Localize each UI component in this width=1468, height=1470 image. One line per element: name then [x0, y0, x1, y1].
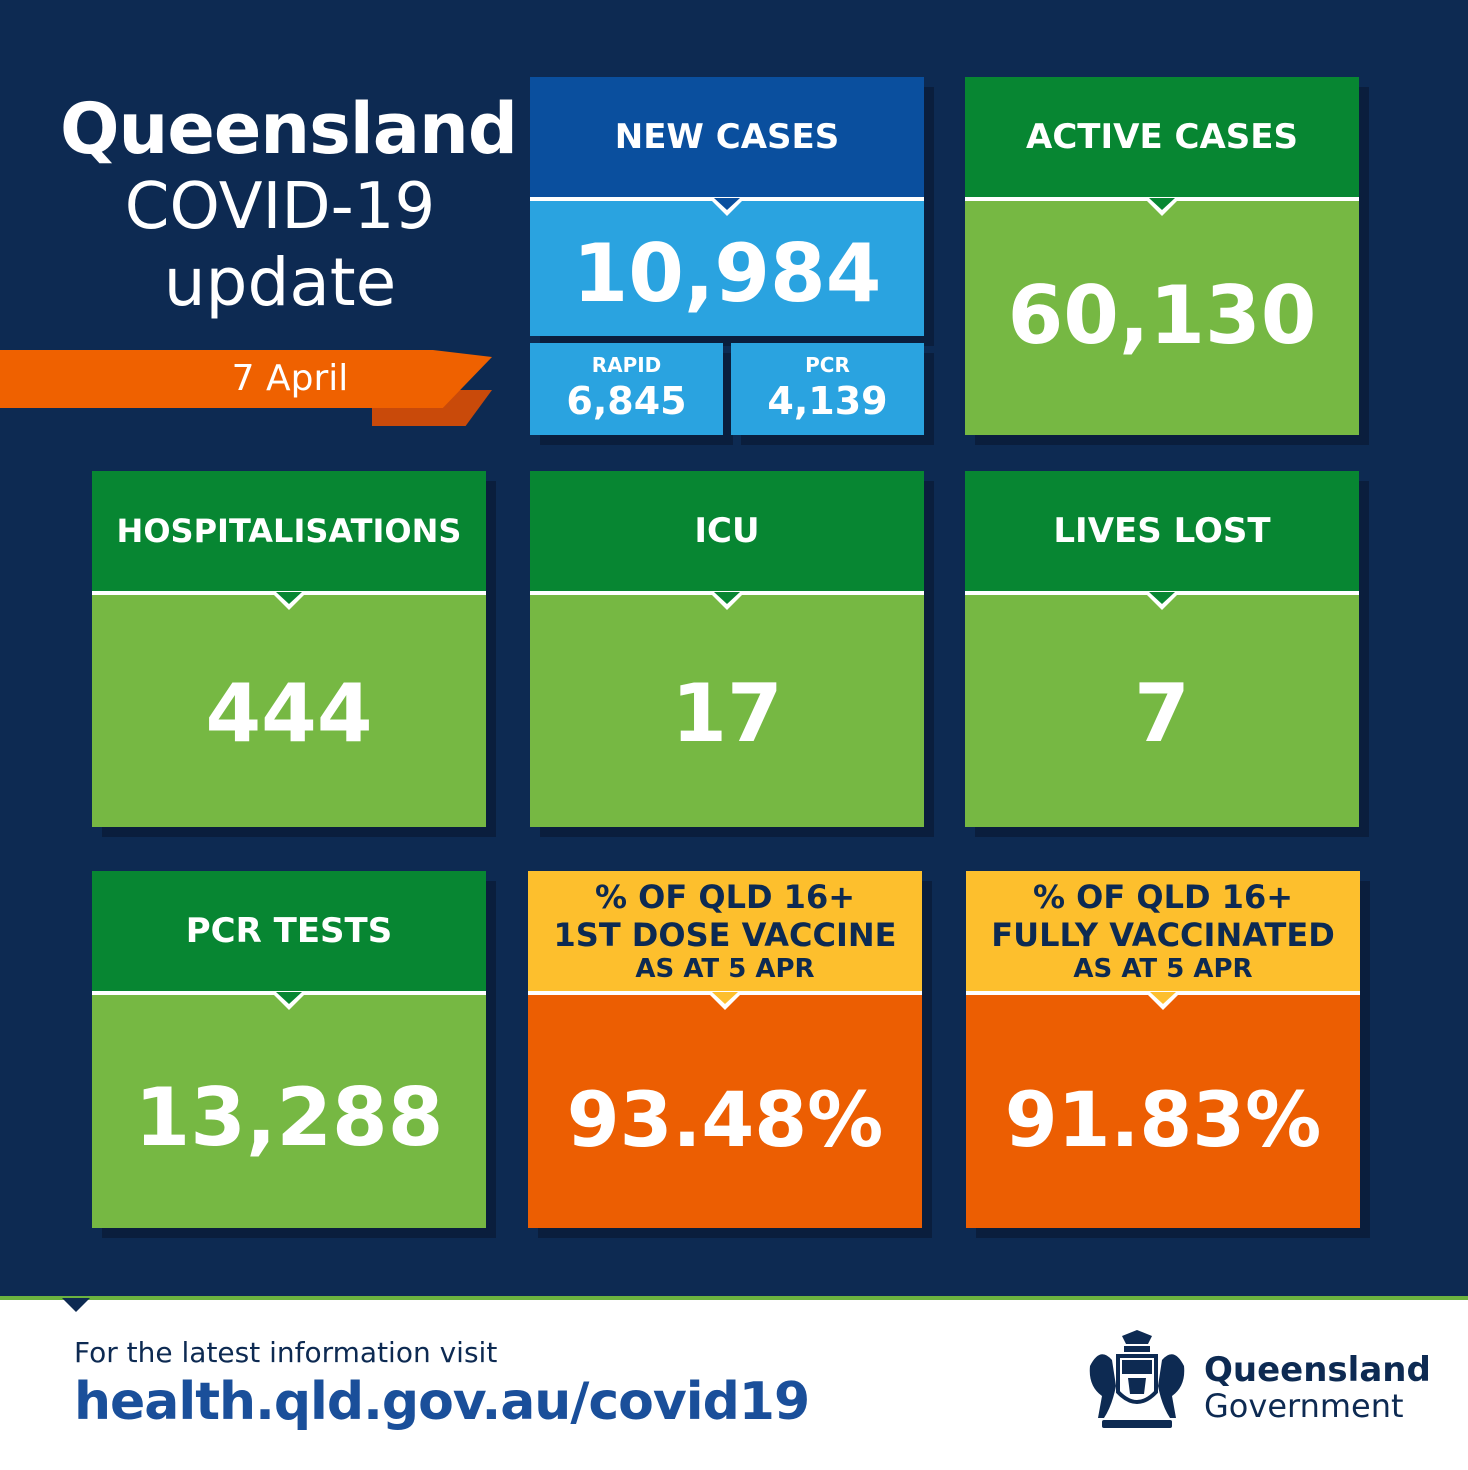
icu-header: ICU [530, 471, 924, 591]
footer-url-link[interactable]: health.qld.gov.au/covid19 [74, 1372, 810, 1432]
logo-line2: Government [1204, 1387, 1404, 1425]
qld-government-logo-text: Queensland Government [1204, 1352, 1431, 1424]
first-dose-line3: AS AT 5 APR [635, 954, 815, 984]
title-line2: COVID-19 [124, 170, 436, 244]
down-arrow-icon [709, 592, 745, 610]
rapid-tile: RAPID 6,845 [530, 343, 723, 435]
date-ribbon [0, 350, 492, 408]
fully-vaccinated-tile: % OF QLD 16+ FULLY VACCINATED AS AT 5 AP… [966, 871, 1360, 1228]
pcr-tile: PCR 4,139 [731, 343, 924, 435]
first-dose-tile: % OF QLD 16+ 1ST DOSE VACCINE AS AT 5 AP… [528, 871, 922, 1228]
first-dose-header: % OF QLD 16+ 1ST DOSE VACCINE AS AT 5 AP… [528, 871, 922, 991]
title-line3: update [163, 244, 397, 321]
coat-of-arms-icon [1089, 1330, 1185, 1428]
active-cases-value: 60,130 [1007, 269, 1317, 362]
date-label: 7 April [231, 358, 349, 399]
rapid-value: 6,845 [566, 379, 687, 423]
pcr-tests-label: PCR TESTS [185, 911, 393, 951]
pcr-tests-value: 13,288 [134, 1071, 444, 1164]
active-cases-label: ACTIVE CASES [1026, 117, 1298, 157]
icu-tile: ICU 17 [530, 471, 924, 827]
new-cases-header: NEW CASES [530, 77, 924, 197]
hospitalisations-header: HOSPITALISATIONS [92, 471, 486, 591]
fully-vaccinated-value: 91.83% [1004, 1075, 1322, 1164]
fully-vaccinated-line3: AS AT 5 APR [1073, 954, 1253, 984]
active-cases-header: ACTIVE CASES [965, 77, 1359, 197]
fully-vaccinated-header: % OF QLD 16+ FULLY VACCINATED AS AT 5 AP… [966, 871, 1360, 991]
first-dose-value: 93.48% [566, 1075, 884, 1164]
lives-lost-header: LIVES LOST [965, 471, 1359, 591]
down-arrow-icon [1145, 992, 1181, 1010]
pcr-value: 4,139 [767, 379, 888, 423]
rapid-label: RAPID [591, 353, 662, 377]
down-arrow-icon [1144, 592, 1180, 610]
icu-label: ICU [694, 511, 760, 551]
fully-vaccinated-line2: FULLY VACCINATED [991, 916, 1335, 954]
divider-notch [62, 1298, 90, 1312]
divider-line [0, 1296, 1468, 1300]
lives-lost-label: LIVES LOST [1053, 511, 1271, 551]
footer-info-text: For the latest information visit [74, 1336, 498, 1369]
down-arrow-icon [707, 992, 743, 1010]
down-arrow-icon [709, 198, 745, 216]
lives-lost-tile: LIVES LOST 7 [965, 471, 1359, 827]
new-cases-value: 10,984 [572, 227, 882, 320]
logo-line1: Queensland [1204, 1350, 1431, 1390]
hospitalisations-tile: HOSPITALISATIONS 444 [92, 471, 486, 827]
first-dose-line2: 1ST DOSE VACCINE [553, 916, 897, 954]
active-cases-tile: ACTIVE CASES 60,130 [965, 77, 1359, 435]
new-cases-tile: NEW CASES 10,984 [530, 77, 924, 336]
fully-vaccinated-line1: % OF QLD 16+ [1032, 878, 1294, 916]
first-dose-line1: % OF QLD 16+ [594, 878, 856, 916]
pcr-tests-tile: PCR TESTS 13,288 [92, 871, 486, 1228]
title-line1: Queensland [60, 88, 518, 170]
down-arrow-icon [271, 592, 307, 610]
hospitalisations-value: 444 [205, 667, 373, 760]
icu-value: 17 [671, 667, 783, 760]
new-cases-label: NEW CASES [614, 117, 840, 157]
pcr-label: PCR [805, 353, 850, 377]
down-arrow-icon [1144, 198, 1180, 216]
pcr-tests-header: PCR TESTS [92, 871, 486, 991]
down-arrow-icon [271, 992, 307, 1010]
hospitalisations-label: HOSPITALISATIONS [116, 512, 462, 550]
lives-lost-value: 7 [1134, 667, 1190, 760]
